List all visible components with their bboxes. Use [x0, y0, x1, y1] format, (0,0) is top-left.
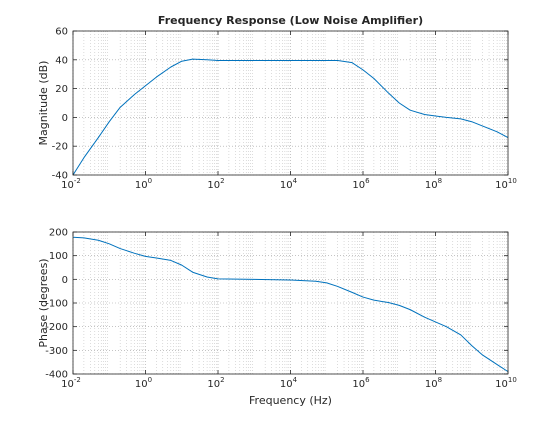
phase-x-tick-label: 100 — [135, 376, 152, 390]
phase-y-tick-label: -100 — [45, 299, 68, 310]
magnitude-x-tick-label: 104 — [280, 177, 298, 191]
phase-x-axis-label: Frequency (Hz) — [249, 394, 332, 407]
magnitude-x-tick-label: 1010 — [495, 177, 517, 191]
phase-y-tick-label: 0 — [62, 275, 68, 286]
phase-y-tick-label: -300 — [45, 346, 68, 357]
magnitude-y-tick-label: -20 — [52, 142, 68, 153]
phase-x-tick-label: 10-2 — [61, 376, 81, 390]
phase-x-tick-label: 102 — [207, 376, 224, 390]
phase-y-tick-label: -400 — [45, 370, 68, 381]
magnitude-title: Frequency Response (Low Noise Amplifier) — [158, 14, 423, 27]
magnitude-y-tick-label: 40 — [55, 55, 68, 66]
magnitude-x-tick-label: 100 — [135, 177, 152, 191]
magnitude-x-tick-label: 108 — [425, 177, 442, 191]
phase-series-line — [72, 236, 509, 373]
magnitude-axes: 10-2 100 102 104 106 108 1010 -40 -20 0 20 40 60 Freq… — [37, 14, 517, 191]
phase-x-tick-label: 104 — [280, 376, 298, 390]
magnitude-x-tick-label: 102 — [207, 177, 224, 191]
magnitude-y-tick-label: -40 — [52, 171, 68, 182]
phase-x-tick-label: 1010 — [495, 376, 517, 390]
magnitude-y-axis-label: Magnitude (dB) — [37, 61, 50, 146]
phase-y-tick-label: 200 — [49, 228, 68, 239]
magnitude-series-line — [72, 58, 509, 176]
phase-x-tick-label: 106 — [352, 376, 370, 390]
magnitude-x-tick-label: 10-2 — [61, 177, 81, 191]
magnitude-y-tick-label: 20 — [55, 84, 68, 95]
magnitude-x-tick-label: 106 — [352, 177, 370, 191]
phase-y-axis-label: Phase (degrees) — [37, 258, 50, 347]
phase-y-tick-label: 100 — [49, 251, 68, 262]
phase-x-tick-label: 108 — [425, 376, 442, 390]
magnitude-minor-grid — [83, 31, 507, 175]
magnitude-y-tick-label: 0 — [62, 113, 68, 124]
phase-axes: 10-2 100 102 104 106 108 1010 -400 -300 -200 -100 0… — [37, 228, 517, 408]
magnitude-y-tick-label: 60 — [55, 27, 68, 38]
phase-y-tick-label: -200 — [45, 322, 68, 333]
